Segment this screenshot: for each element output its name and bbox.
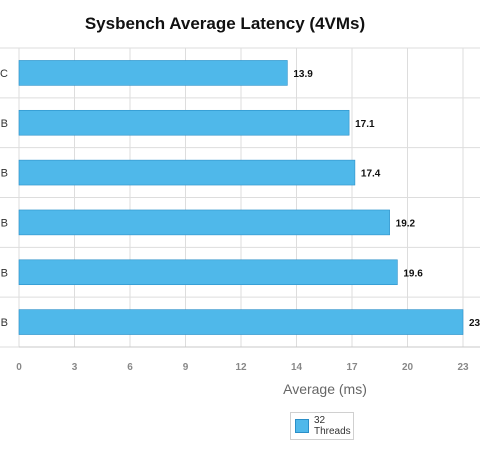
x-tick-labels: 0 3 6 9 12 14 17 20 23 xyxy=(16,362,469,373)
x-tick-label: 0 xyxy=(16,362,22,373)
x-tick-label: 9 xyxy=(183,362,189,373)
bar[interactable] xyxy=(18,209,390,236)
data-label: 19.2 xyxy=(396,218,416,229)
x-axis-label: Average (ms) xyxy=(283,381,367,397)
bar[interactable] xyxy=(18,159,356,186)
data-label: 19.6 xyxy=(403,268,423,279)
data-label: 13.9 xyxy=(293,69,313,80)
x-tick-label: 12 xyxy=(235,362,247,373)
legend[interactable]: 32 Threads xyxy=(290,412,354,440)
data-label: 17.1 xyxy=(355,119,375,130)
chart-title: Sysbench Average Latency (4VMs) xyxy=(85,14,365,33)
data-label: 23 xyxy=(469,318,480,329)
category-labels: C B B B B B xyxy=(0,68,8,329)
category-label: B xyxy=(1,267,8,279)
data-labels: 13.9 17.1 17.4 19.2 19.6 23 xyxy=(293,69,480,329)
legend-swatch xyxy=(295,419,309,433)
legend-label: 32 Threads xyxy=(314,415,351,437)
bar[interactable] xyxy=(18,60,288,86)
x-tick-label: 3 xyxy=(72,362,78,373)
category-label: B xyxy=(1,118,8,130)
x-tick-label: 20 xyxy=(402,362,414,373)
bars xyxy=(18,60,464,335)
category-label: C xyxy=(0,68,8,80)
data-label: 17.4 xyxy=(361,169,381,180)
x-tick-label: 17 xyxy=(346,362,358,373)
x-tick-label: 6 xyxy=(127,362,133,373)
bar[interactable] xyxy=(18,309,464,335)
x-tick-label: 14 xyxy=(291,362,303,373)
grid xyxy=(0,47,480,348)
category-label: B xyxy=(1,317,8,329)
category-label: B xyxy=(1,217,8,229)
bar[interactable] xyxy=(18,109,350,136)
category-label: B xyxy=(1,168,8,180)
bar[interactable] xyxy=(18,259,398,286)
x-tick-label: 23 xyxy=(457,362,469,373)
